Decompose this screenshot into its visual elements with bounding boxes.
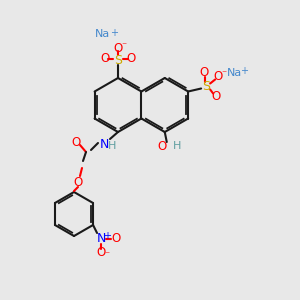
Text: Na: Na <box>95 29 111 39</box>
Text: H: H <box>108 141 116 151</box>
Text: +: + <box>240 67 248 76</box>
Text: S: S <box>202 80 210 93</box>
Text: O: O <box>74 176 82 188</box>
Text: O: O <box>214 70 223 83</box>
Text: O: O <box>113 41 123 55</box>
Text: O: O <box>158 140 167 152</box>
Text: O: O <box>96 247 106 260</box>
Text: +: + <box>103 231 111 241</box>
Text: ⁻: ⁻ <box>122 41 127 51</box>
Text: S: S <box>114 53 122 67</box>
Text: H: H <box>173 141 181 151</box>
Text: N: N <box>99 137 109 151</box>
Text: N: N <box>96 232 106 245</box>
Text: O: O <box>71 136 81 148</box>
Text: Na: Na <box>226 68 242 77</box>
Text: O: O <box>100 52 109 64</box>
Text: O: O <box>111 232 121 245</box>
Text: ⁻: ⁻ <box>222 70 227 80</box>
Text: O: O <box>212 90 221 103</box>
Text: ⁻: ⁻ <box>104 250 110 260</box>
Text: O: O <box>200 66 209 79</box>
Text: +: + <box>110 28 118 38</box>
Text: O: O <box>126 52 136 64</box>
